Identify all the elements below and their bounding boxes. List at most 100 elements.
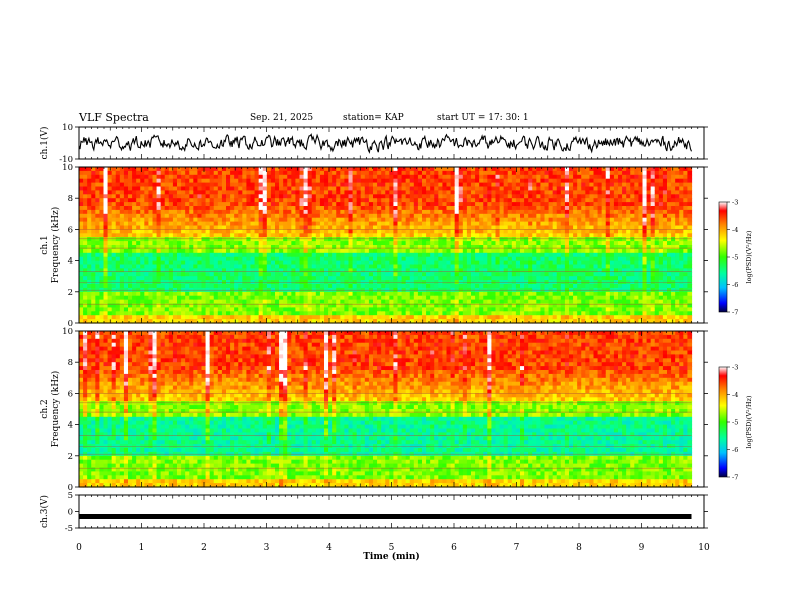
spectrogram-cell	[462, 311, 468, 316]
spectrogram-cell	[79, 276, 84, 281]
spectrogram-cell	[328, 248, 333, 254]
spectrogram-cell	[438, 299, 444, 305]
spectrogram-cell	[434, 167, 439, 172]
spectrogram-cell	[177, 260, 182, 266]
spectrogram-cell	[548, 229, 554, 234]
spectrogram-cell	[499, 194, 505, 199]
spectrogram-cell	[115, 311, 121, 316]
spectrogram-cell	[79, 264, 84, 269]
spectrogram-cell	[564, 276, 570, 281]
spectrogram-cell	[466, 190, 472, 195]
spectrogram-cell	[160, 264, 166, 269]
spectrogram-cell	[471, 167, 476, 172]
spectrogram-cell	[405, 213, 411, 219]
spectrogram-cell	[348, 319, 354, 324]
spectrogram-cell	[103, 252, 109, 258]
spectrogram-cell	[393, 229, 399, 234]
spectrogram-cell	[332, 178, 337, 184]
spectrogram-cell	[160, 186, 166, 191]
spectrogram-cell	[540, 264, 546, 269]
spectrogram-cell	[177, 284, 182, 289]
spectrogram-cell	[148, 276, 154, 281]
spectrogram-cell	[466, 237, 472, 242]
spectrogram-cell	[507, 221, 513, 227]
spectrogram-cell	[152, 178, 158, 184]
spectrogram-cell	[511, 268, 517, 273]
spectrogram-cell	[160, 225, 166, 230]
spectrogram-cell	[434, 178, 439, 184]
spectrogram-cell	[503, 284, 509, 289]
spectrogram-cell	[581, 315, 586, 320]
spectrogram-cell	[540, 248, 546, 254]
spectrogram-cell	[91, 307, 96, 312]
spectrogram-cell	[295, 291, 301, 297]
spectrogram-cell	[413, 233, 419, 238]
spectrogram-cell	[332, 170, 337, 176]
spectrogram-cell	[442, 248, 448, 254]
spectrogram-cell	[364, 272, 370, 277]
spectrogram-cell	[381, 209, 386, 215]
spectrogram-cell	[217, 303, 223, 308]
spectrogram-cell	[172, 299, 178, 305]
spectrogram-cell	[197, 264, 203, 269]
spectrogram-cell	[373, 295, 378, 301]
spectrogram-cell	[311, 198, 317, 203]
spectrogram-cell	[581, 170, 586, 176]
spectrogram-cell	[422, 198, 427, 203]
spectrogram-cell	[221, 229, 227, 234]
spectrogram-cell	[213, 213, 219, 219]
spectrogram-cell	[79, 170, 84, 176]
spectrogram-cell	[193, 190, 199, 195]
spectrogram-cell	[115, 190, 121, 195]
spectrogram-cell	[442, 229, 448, 234]
spectrogram-cell	[389, 315, 395, 320]
spectrogram-cell	[213, 190, 219, 195]
spectrogram-cell	[352, 194, 358, 199]
spectrogram-cell	[189, 256, 194, 262]
spectrogram-cell	[503, 311, 509, 316]
spectrogram-cell	[250, 311, 256, 316]
spectrogram-cell	[324, 233, 329, 238]
spectrogram-cell	[303, 217, 309, 223]
spectrogram-cell	[585, 194, 591, 199]
spectrogram-cell	[344, 225, 350, 230]
spectrogram-cell	[107, 248, 113, 254]
spectrogram-cell	[446, 268, 452, 273]
spectrogram-cell	[332, 248, 337, 254]
spectrogram-cell	[442, 311, 448, 316]
spectrogram-cell	[119, 252, 125, 258]
spectrogram-cell	[99, 248, 105, 254]
spectrogram-cell	[409, 209, 415, 215]
spectrogram-cell	[564, 241, 570, 246]
spectrogram-cell	[299, 284, 305, 289]
spectrogram-cell	[311, 268, 317, 273]
spectrogram-cell	[581, 178, 586, 184]
spectrogram-cell	[560, 221, 566, 227]
spectrogram-cell	[140, 167, 145, 172]
spectrogram-cell	[201, 276, 207, 281]
spectrogram-cell	[344, 272, 350, 277]
spectrogram-cell	[495, 264, 501, 269]
spectrogram-cell	[569, 260, 574, 266]
spectrogram-cell	[475, 178, 480, 184]
spectrogram-cell	[462, 206, 468, 211]
spectrogram-cell	[115, 206, 121, 211]
spectrogram-cell	[254, 252, 260, 258]
spectrogram-cell	[324, 295, 329, 301]
spectrogram-cell	[197, 186, 203, 191]
spectrogram-cell	[511, 311, 517, 316]
spectrogram-cell	[573, 233, 578, 238]
spectrogram-cell	[336, 221, 341, 227]
spectrogram-cell	[560, 178, 566, 184]
spectrogram-cell	[475, 198, 480, 203]
spectrogram-cell	[499, 291, 505, 297]
spectrogram-cell	[450, 213, 456, 219]
spectrogram-cell	[507, 241, 513, 246]
spectrogram-cell	[193, 276, 199, 281]
spectrogram-cell	[548, 276, 554, 281]
spectrogram-cell	[209, 295, 215, 301]
spectrogram-cell	[79, 186, 84, 191]
spectrogram-cell	[279, 307, 284, 312]
spectrogram-cell	[352, 174, 358, 180]
spectrogram-cell	[160, 190, 166, 195]
